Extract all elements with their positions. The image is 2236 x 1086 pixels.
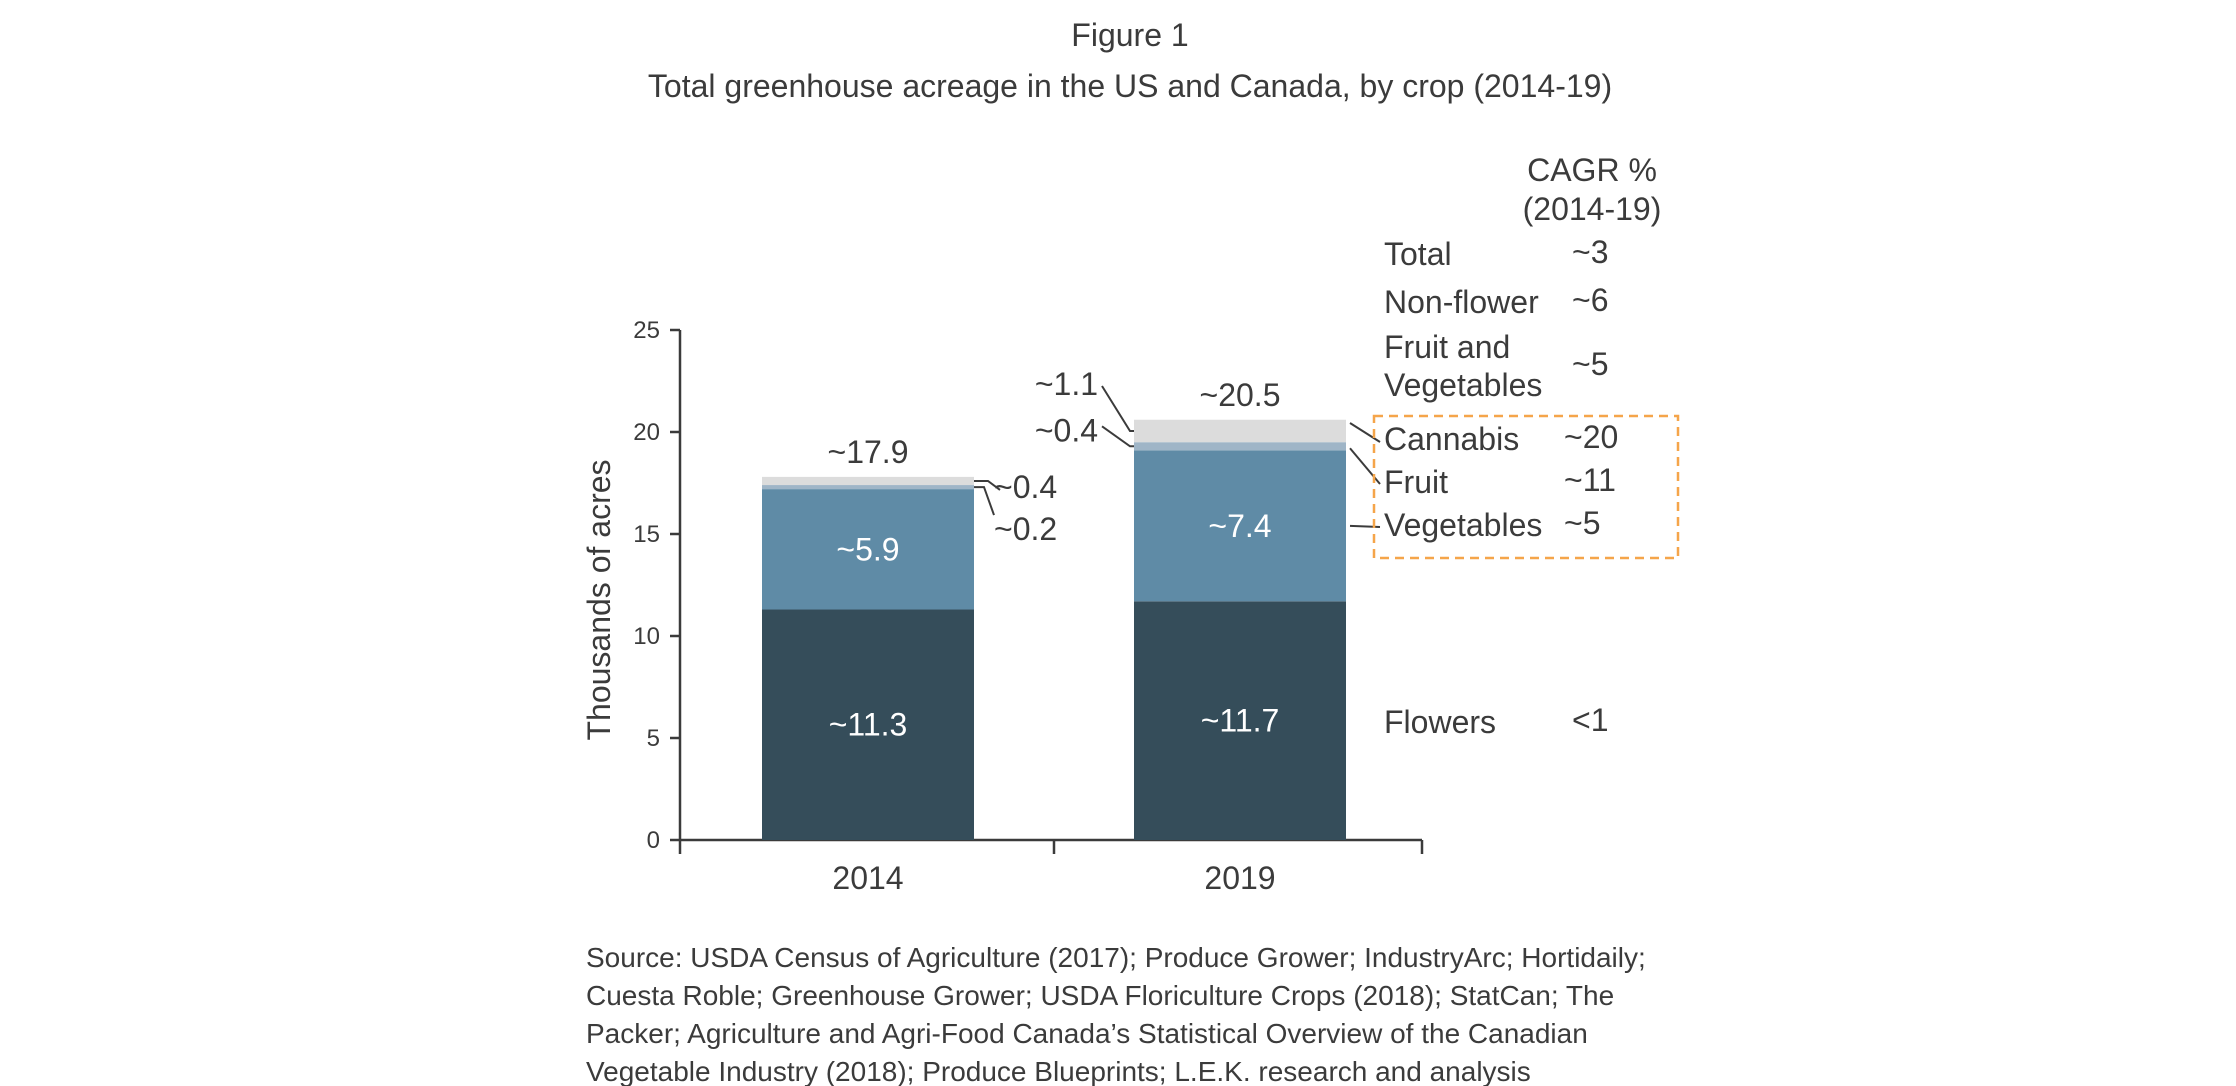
cagr-row-value: ~5 xyxy=(1572,346,1608,382)
y-tick-label: 5 xyxy=(647,725,660,752)
data-label-fruit: ~0.2 xyxy=(994,511,1057,547)
total-label: ~20.5 xyxy=(1200,377,1281,413)
cagr-row-label: Flowers xyxy=(1384,704,1496,740)
x-tick-label: 2014 xyxy=(832,860,903,896)
cagr-row-label: Total xyxy=(1384,236,1452,272)
figure-label: Figure 1 xyxy=(1071,17,1188,53)
data-label-flowers: ~11.3 xyxy=(829,707,908,743)
bar-segment-fruit-2019 xyxy=(1134,442,1346,451)
data-label-flowers: ~11.7 xyxy=(1201,703,1280,739)
bar-segment-flowers-2019 xyxy=(1134,601,1346,840)
stacked-bar-chart: 0 5 10 15 20 25 2014 2019 ~11.3 ~5.9 ~11.7 ~7.4 ~17.… xyxy=(633,317,1424,896)
cagr-header-period: (2014-19) xyxy=(1523,191,1662,227)
y-tick-label: 10 xyxy=(633,623,660,650)
chart-title: Total greenhouse acreage in the US and C… xyxy=(648,68,1612,104)
cagr-row-label: Cannabis xyxy=(1384,421,1519,457)
cagr-header: CAGR % xyxy=(1527,152,1657,188)
bar-segment-cannabis-2014 xyxy=(762,476,974,486)
y-axis-label: Thousands of acres xyxy=(581,459,617,740)
data-label-vegetables: ~7.4 xyxy=(1208,508,1271,544)
highlight-box xyxy=(1372,414,1680,560)
bar-segment-cannabis-2019 xyxy=(1134,419,1346,443)
y-tick-label: 25 xyxy=(633,317,660,344)
y-tick-label: 0 xyxy=(647,827,660,854)
cagr-row-label: Fruit xyxy=(1384,464,1448,500)
source-line: Packer; Agriculture and Agri-Food Canada… xyxy=(586,1018,1588,1049)
connector-fruit xyxy=(1349,447,1381,485)
bar-segment-fruit-2014 xyxy=(762,485,974,490)
callout-line-cannabis-2019 xyxy=(1101,385,1134,432)
callout-line-cannabis-2014 xyxy=(974,479,1001,491)
connector-cannabis xyxy=(1349,422,1381,443)
source-line: Cuesta Roble; Greenhouse Grower; USDA Fl… xyxy=(586,980,1614,1011)
bar-segment-flowers-2014 xyxy=(762,609,974,840)
cagr-row-label: Vegetables xyxy=(1384,507,1542,543)
callout-line-fruit-2014 xyxy=(974,486,995,516)
data-label-cannabis: ~1.1 xyxy=(1035,366,1098,402)
y-tick-label: 20 xyxy=(633,419,660,446)
data-label-fruit: ~0.4 xyxy=(1035,412,1098,448)
cagr-row-label: Fruit and xyxy=(1384,329,1510,365)
cagr-row-value: ~20 xyxy=(1564,419,1618,455)
bar-segment-vegetables-2014 xyxy=(762,489,974,610)
cagr-row-label: Vegetables xyxy=(1384,367,1542,403)
cagr-row-value: ~11 xyxy=(1564,462,1616,498)
data-label-cannabis: ~0.4 xyxy=(994,469,1057,505)
cagr-table: CAGR %(2014-19) Total ~3 Non-flower ~6 Fruit … xyxy=(1349,152,1680,740)
total-label: ~17.9 xyxy=(828,434,909,470)
data-label-vegetables: ~5.9 xyxy=(836,531,899,567)
source-line: Vegetable Industry (2018); Produce Bluep… xyxy=(586,1056,1531,1086)
callout-line-fruit-2019 xyxy=(1101,425,1134,448)
source-note: Source: USDA Census of Agriculture (2017… xyxy=(586,942,1646,1086)
cagr-row-value: ~6 xyxy=(1572,282,1608,318)
connector-vegetables xyxy=(1349,524,1381,528)
cagr-row-value: <1 xyxy=(1572,702,1608,738)
y-tick-label: 15 xyxy=(633,521,660,548)
x-tick-label: 2019 xyxy=(1204,860,1275,896)
cagr-row-label: Non-flower xyxy=(1384,284,1539,320)
bar-segment-vegetables-2019 xyxy=(1134,450,1346,602)
cagr-row-value: ~5 xyxy=(1564,505,1600,541)
source-line: Source: USDA Census of Agriculture (2017… xyxy=(586,942,1646,973)
cagr-row-value: ~3 xyxy=(1572,234,1608,270)
